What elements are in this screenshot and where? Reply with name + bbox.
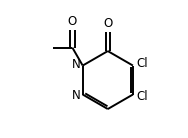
Text: O: O xyxy=(103,17,112,30)
Text: Cl: Cl xyxy=(136,57,148,70)
Text: Cl: Cl xyxy=(136,90,148,103)
Text: N: N xyxy=(72,89,81,102)
Text: O: O xyxy=(68,15,77,28)
Text: N: N xyxy=(72,58,81,71)
